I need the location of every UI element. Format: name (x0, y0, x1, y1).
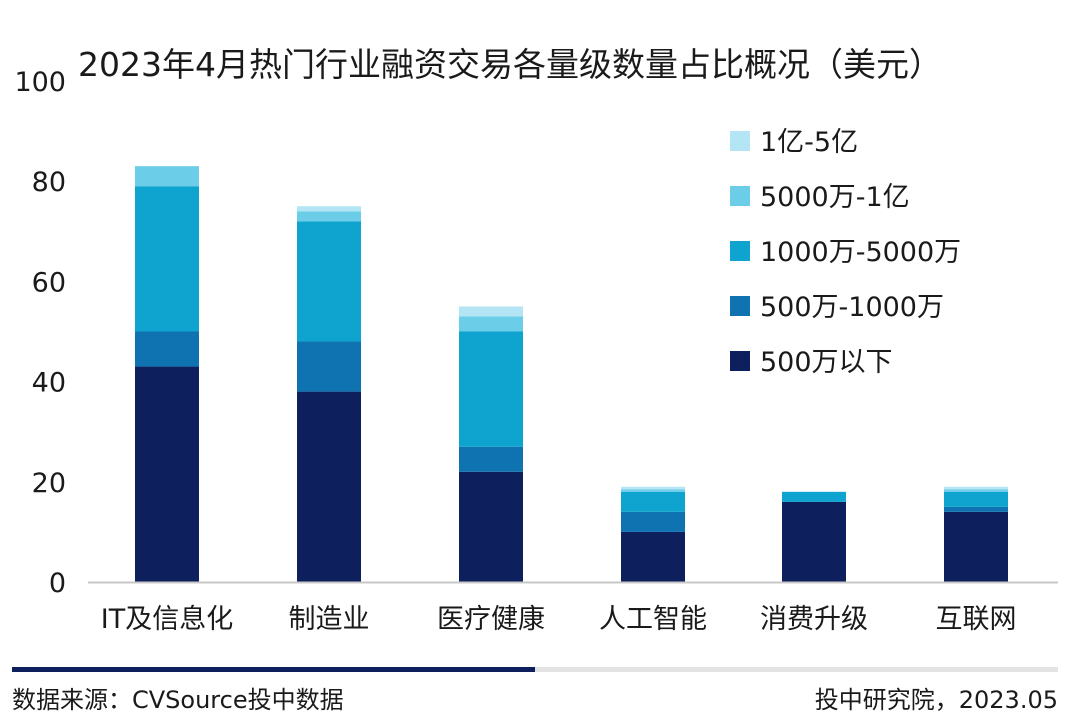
y-tick-label: 80 (32, 167, 66, 198)
legend: 1亿-5亿 5000万-1亿 1000万-5000万 500万-1000万 500万以下 (730, 127, 961, 378)
bar-segment (621, 486, 685, 490)
bar-segment (782, 501, 846, 582)
bar-segment (135, 186, 199, 332)
legend-swatch (730, 131, 750, 151)
legend-swatch (730, 296, 750, 316)
bar-segment (135, 331, 199, 367)
category-label: IT及信息化 (101, 604, 233, 635)
bar-segment (621, 511, 685, 532)
bar-segment (944, 489, 1008, 492)
bar-segment (621, 531, 685, 582)
category-labels: IT及信息化 制造业 医疗健康 人工智能 消费升级 互联网 (101, 604, 1017, 635)
bar-segment (459, 471, 523, 582)
category-label: 人工智能 (599, 604, 707, 635)
bar-segment (297, 206, 361, 212)
bar-segment (297, 391, 361, 582)
bar-segment (944, 486, 1008, 490)
footer-credit: 投中研究院，2023.05 (815, 686, 1058, 714)
category-label: 互联网 (936, 604, 1017, 635)
y-tick-label: 100 (14, 67, 66, 98)
bar-segment (944, 491, 1008, 507)
bar-segment (297, 211, 361, 222)
bar-segment (459, 316, 523, 332)
legend-swatch (730, 186, 750, 206)
bar-segment (459, 446, 523, 472)
footer-source: 数据来源：CVSource投中数据 (12, 686, 344, 714)
category-label: 医疗健康 (437, 604, 545, 635)
category-label: 消费升级 (760, 604, 868, 635)
footer-bar-dark (12, 667, 535, 672)
legend-swatch (730, 351, 750, 371)
bar-segment (782, 491, 846, 502)
y-tick-label: 60 (32, 267, 66, 298)
bar-segment (459, 306, 523, 317)
bar-segment (621, 491, 685, 512)
legend-label: 1亿-5亿 (760, 127, 858, 158)
bars (135, 166, 1008, 582)
y-tick-label: 0 (49, 568, 66, 599)
chart-title: 2023年4月热门行业融资交易各量级数量占比概况（美元） (78, 45, 942, 84)
legend-label: 5000万-1亿 (760, 182, 910, 213)
bar-segment (944, 506, 1008, 512)
bar-segment (297, 221, 361, 342)
legend-swatch (730, 241, 750, 261)
legend-label: 500万-1000万 (760, 292, 944, 323)
category-label: 制造业 (289, 604, 370, 635)
footer-bar-light (535, 667, 1058, 672)
bar-segment (135, 166, 199, 187)
y-axis-ticks: 0 20 40 60 80 100 (14, 67, 66, 599)
bar-segment (459, 331, 523, 447)
bar-segment (621, 489, 685, 492)
bar-segment (297, 341, 361, 392)
y-tick-label: 20 (32, 468, 66, 499)
bar-segment (135, 366, 199, 582)
legend-label: 500万以下 (760, 347, 893, 378)
y-tick-label: 40 (32, 368, 66, 399)
legend-label: 1000万-5000万 (760, 237, 961, 268)
bar-segment (944, 511, 1008, 582)
